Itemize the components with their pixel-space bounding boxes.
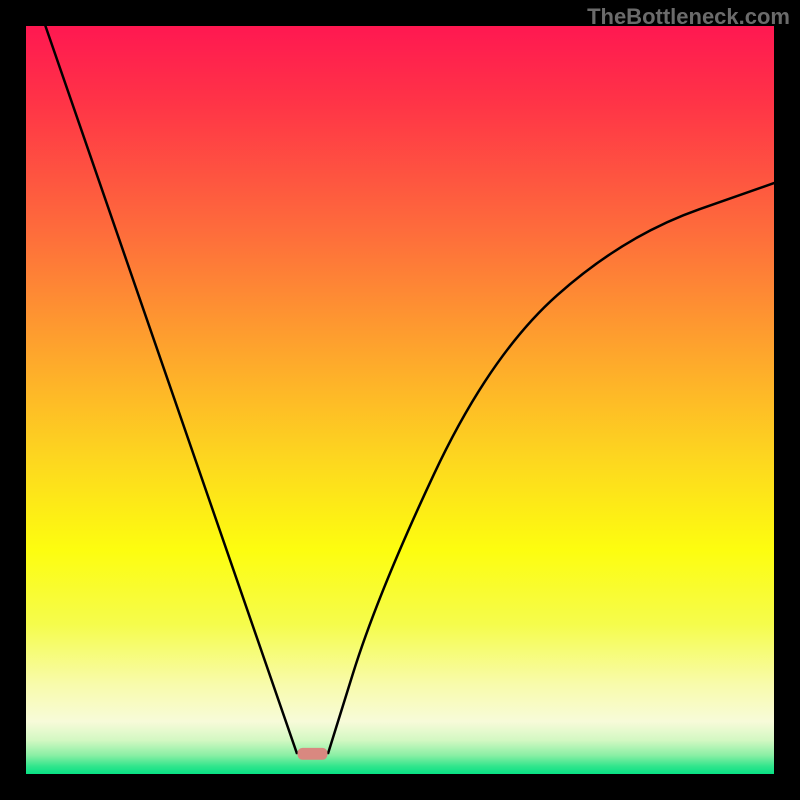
watermark-text: TheBottleneck.com: [587, 4, 790, 30]
bottleneck-chart: [0, 0, 800, 800]
minimum-marker: [298, 748, 328, 760]
plot-background: [26, 26, 774, 774]
chart-container: TheBottleneck.com: [0, 0, 800, 800]
